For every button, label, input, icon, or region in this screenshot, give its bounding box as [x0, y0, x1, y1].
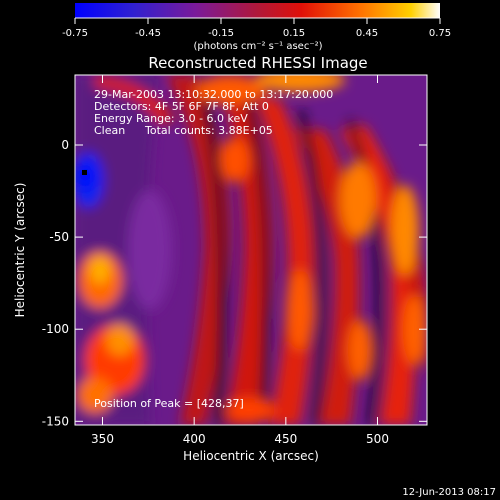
- x-axis-ticks: 350 400 450 500: [91, 75, 389, 446]
- x-tick-label: 400: [183, 432, 206, 446]
- chart-title: Reconstructed RHESSI Image: [148, 54, 367, 72]
- x-tick-label: 500: [366, 432, 389, 446]
- colorbar-ticks: -0.75 -0.45 -0.15 0.15 0.45 0.75: [62, 18, 451, 39]
- annotation-energy: Energy Range: 3.0 - 6.0 keV: [94, 112, 248, 125]
- x-tick-label: 450: [274, 432, 297, 446]
- plot-frame: [74, 74, 428, 426]
- colorbar-tick-label: 0.75: [429, 28, 451, 39]
- annotation-clean: Clean: [94, 124, 125, 137]
- x-axis-label: Heliocentric X (arcsec): [183, 449, 319, 463]
- annotation-peak: Position of Peak = [428,37]: [94, 397, 244, 410]
- colorbar-tick-label: 0.45: [356, 28, 378, 39]
- y-axis-ticks: 0 -50 -100 -150: [42, 138, 427, 428]
- colorbar-tick-label: -0.15: [208, 28, 234, 39]
- y-axis-label: Heliocentric Y (arcsec): [13, 183, 27, 318]
- colorbar-tick-label: -0.75: [62, 28, 88, 39]
- annotation-detectors: Detectors: 4F 5F 6F 7F 8F, Att 0: [94, 100, 269, 113]
- y-tick-label: -150: [42, 414, 69, 428]
- colorbar-tick-label: 0.15: [283, 28, 305, 39]
- x-tick-label: 350: [91, 432, 114, 446]
- y-tick-label: -100: [42, 322, 69, 336]
- annotation-counts: Total counts: 3.88E+05: [144, 124, 273, 137]
- annotation-time-range: 29-Mar-2003 13:10:32.000 to 13:17:20.000: [94, 88, 333, 101]
- y-tick-label: 0: [61, 138, 69, 152]
- y-tick-label: -50: [49, 230, 69, 244]
- heatmap-image: [75, 75, 427, 425]
- colorbar: [75, 3, 440, 18]
- timestamp: 12-Jun-2013 08:17: [402, 487, 496, 498]
- colorbar-tick-label: -0.45: [135, 28, 161, 39]
- colorbar-units-label: (photons cm⁻² s⁻¹ asec⁻²): [193, 41, 322, 52]
